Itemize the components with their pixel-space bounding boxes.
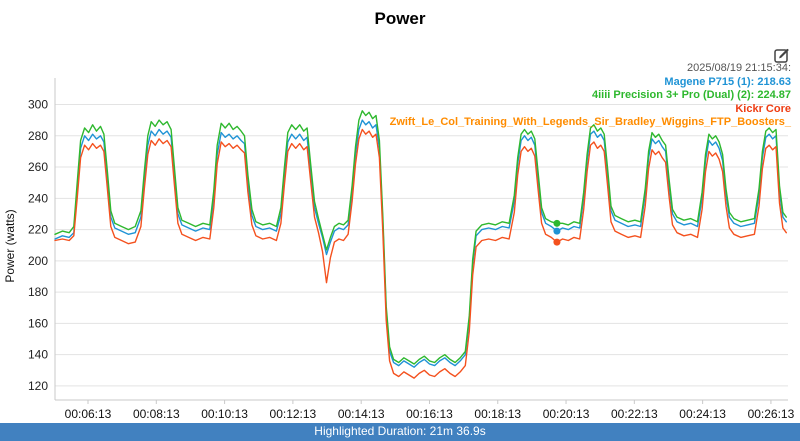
svg-text:300: 300 <box>28 98 48 112</box>
svg-text:Power (watts): Power (watts) <box>3 209 17 282</box>
svg-text:180: 180 <box>28 285 48 299</box>
svg-text:00:08:13: 00:08:13 <box>133 407 180 421</box>
svg-text:260: 260 <box>28 160 48 174</box>
power-line-chart[interactable]: 120 140 160 180 200 220 240 260 280 300 00:06:13 00… <box>0 28 800 423</box>
chart-title: Power <box>374 9 426 28</box>
svg-text:220: 220 <box>28 223 48 237</box>
svg-text:00:22:13: 00:22:13 <box>611 407 658 421</box>
legend-entry-kickr[interactable]: Kickr Core <box>735 102 791 115</box>
svg-text:200: 200 <box>28 254 48 268</box>
legend-entry-zwift-workout[interactable]: Zwift_Le_Col_Training_With_Legends_Sir_B… <box>389 116 791 128</box>
svg-text:00:06:13: 00:06:13 <box>65 407 112 421</box>
highlighted-duration-bar: Highlighted Duration: 21m 36.9s <box>0 423 800 441</box>
svg-text:00:24:13: 00:24:13 <box>679 407 726 421</box>
svg-text:00:10:13: 00:10:13 <box>201 407 248 421</box>
legend-timestamp: 2025/08/19 21:15:34: <box>687 62 791 74</box>
legend-entry-4iiii[interactable]: 4iiii Precision 3+ Pro (Dual) (2): 224.8… <box>592 89 791 101</box>
chart-legend: 2025/08/19 21:15:34: Magene P715 (1): 21… <box>390 62 791 130</box>
pencil-square-icon <box>774 48 789 63</box>
svg-text:160: 160 <box>28 316 48 330</box>
svg-text:140: 140 <box>28 348 48 362</box>
svg-text:00:12:13: 00:12:13 <box>270 407 317 421</box>
svg-text:120: 120 <box>28 379 48 393</box>
svg-text:00:18:13: 00:18:13 <box>474 407 521 421</box>
highlighted-duration-text: Highlighted Duration: 21m 36.9s <box>314 424 486 438</box>
svg-text:00:20:13: 00:20:13 <box>543 407 590 421</box>
legend-entry-magene[interactable]: Magene P715 (1): 218.63 <box>664 75 791 88</box>
svg-text:280: 280 <box>28 129 48 143</box>
svg-text:00:14:13: 00:14:13 <box>338 407 385 421</box>
edit-chart-icon[interactable] <box>773 46 791 64</box>
svg-text:00:16:13: 00:16:13 <box>406 407 453 421</box>
svg-text:00:26:13: 00:26:13 <box>748 407 795 421</box>
svg-text:240: 240 <box>28 191 48 205</box>
